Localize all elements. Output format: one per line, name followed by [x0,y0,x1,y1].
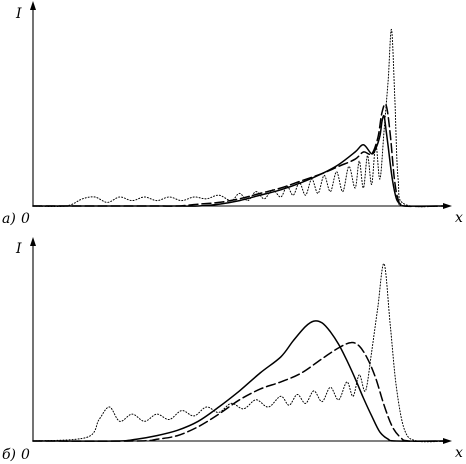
panel-b-solid-curve [32,320,447,442]
panel-b-series [32,263,447,443]
panel-a-series [32,29,447,208]
panel-b-y-label: I [15,241,22,257]
panel-a-origin-label: 0 [21,211,30,227]
panel-a-x-label: x [455,210,463,226]
panel-a-dashed-curve [32,103,447,208]
panel-b-dotted-curve [32,263,447,443]
panel-a-x-axis-arrow [443,203,452,209]
panel-b: I x б) 0 [2,237,463,463]
panel-b-dashed-curve [32,341,447,443]
panel-b-panel-label: б) [2,447,16,463]
panel-a: I x а) 0 [2,1,463,227]
panel-b-y-axis-arrow [30,237,36,246]
panel-b-x-axis-arrow [443,438,452,444]
panel-b-x-label: x [455,445,463,461]
panel-a-panel-label: а) [2,211,16,227]
panel-a-dotted-curve [32,29,447,208]
panel-b-origin-label: 0 [21,447,30,463]
panel-a-y-label: I [15,6,22,22]
panel-a-y-axis-arrow [30,1,36,10]
